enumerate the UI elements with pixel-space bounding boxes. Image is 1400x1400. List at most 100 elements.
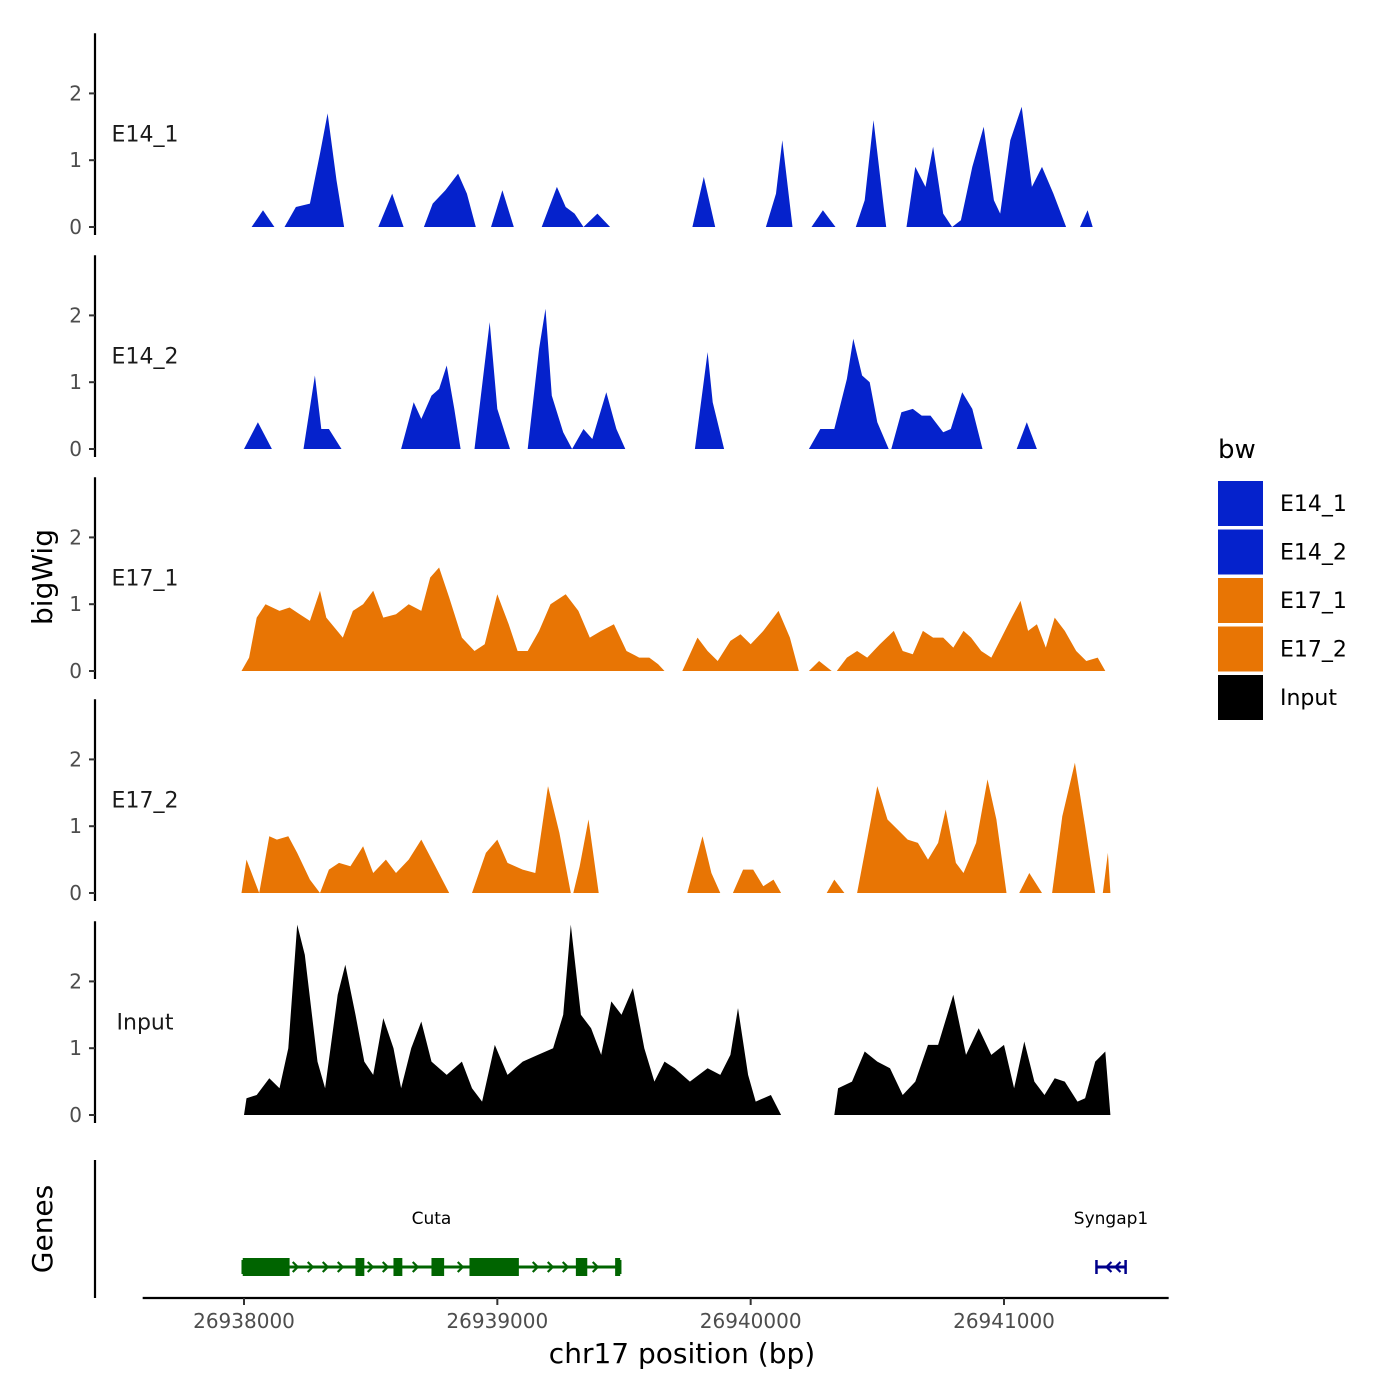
signal-area bbox=[423, 173, 476, 227]
signal-area bbox=[244, 422, 272, 449]
exon-block bbox=[469, 1258, 519, 1276]
legend-label: E17_1 bbox=[1280, 589, 1347, 614]
y-tick-label: 0 bbox=[69, 215, 82, 239]
exon-block bbox=[355, 1258, 365, 1276]
y-tick-label: 2 bbox=[69, 747, 82, 771]
signal-area bbox=[284, 113, 345, 227]
signal-area bbox=[811, 210, 836, 227]
legend-title: bw bbox=[1218, 435, 1256, 465]
signal-area bbox=[687, 836, 721, 893]
signal-area bbox=[244, 924, 782, 1115]
signal-area bbox=[682, 610, 799, 671]
legend-label: E17_2 bbox=[1280, 638, 1347, 663]
strand-arrow bbox=[456, 1261, 465, 1273]
signal-area bbox=[855, 106, 1093, 227]
x-axis-title: chr17 position (bp) bbox=[549, 1337, 815, 1370]
signal-area bbox=[573, 819, 599, 893]
genes-panel: Cuta Syngap1 bbox=[93, 1160, 1148, 1298]
signal-area bbox=[1052, 762, 1096, 893]
signal-area bbox=[1016, 422, 1037, 449]
legend-label: Input bbox=[1280, 686, 1337, 711]
signal-area bbox=[826, 879, 845, 893]
strand-arrow bbox=[306, 1261, 315, 1273]
track-label: E14_1 bbox=[112, 122, 179, 147]
signal-area bbox=[692, 176, 716, 227]
exon-block bbox=[431, 1258, 445, 1276]
legend-item-e17-2: E17_2 bbox=[1218, 626, 1347, 672]
strand-arrow bbox=[336, 1261, 345, 1273]
strand-arrow bbox=[591, 1261, 600, 1273]
strand-arrow bbox=[366, 1261, 375, 1273]
legend-label: E14_2 bbox=[1280, 541, 1347, 566]
y-tick-label: 1 bbox=[69, 592, 82, 616]
x-tick-label: 26940000 bbox=[700, 1309, 802, 1333]
track-e14-2: 0 1 2 E14_2 bbox=[69, 255, 1037, 461]
x-tick-label: 26938000 bbox=[193, 1309, 295, 1333]
y-tick-label: 1 bbox=[69, 814, 82, 838]
track-label: E17_2 bbox=[112, 788, 179, 813]
signal-area bbox=[303, 375, 342, 449]
strand-arrow bbox=[1113, 1261, 1122, 1273]
signal-area bbox=[378, 193, 404, 227]
signal-area bbox=[241, 567, 665, 671]
signal-area bbox=[808, 338, 889, 449]
signal-area bbox=[836, 600, 1106, 671]
legend-item-e14-1: E14_1 bbox=[1218, 481, 1347, 526]
strand-arrow bbox=[561, 1261, 570, 1273]
legend: bw E14_1 E14_2 E17_1 E17_2 Input bbox=[1218, 435, 1347, 720]
y-tick-label: 1 bbox=[69, 148, 82, 172]
exon-block bbox=[242, 1258, 290, 1276]
y-tick-label: 2 bbox=[69, 969, 82, 993]
signal-area bbox=[541, 186, 611, 227]
y-tick-label: 0 bbox=[69, 437, 82, 461]
y-tick-label: 0 bbox=[69, 1103, 82, 1127]
strand-arrow bbox=[546, 1261, 555, 1273]
strand-arrow bbox=[321, 1261, 330, 1273]
gene-syngap1: Syngap1 bbox=[1074, 1209, 1148, 1274]
track-e17-2: 0 1 2 E17_2 bbox=[69, 699, 1111, 905]
y-tick-label: 2 bbox=[69, 303, 82, 327]
track-e17-1: 0 1 2 E17_1 bbox=[69, 477, 1106, 683]
signal-area bbox=[694, 352, 725, 449]
y-axis-title: bigWig bbox=[26, 529, 59, 625]
gene-label: Syngap1 bbox=[1074, 1209, 1148, 1229]
signal-area bbox=[474, 322, 510, 449]
strand-arrow bbox=[1104, 1261, 1113, 1273]
x-tick-label: 26939000 bbox=[446, 1309, 548, 1333]
y-tick-label: 2 bbox=[69, 81, 82, 105]
signal-area bbox=[241, 836, 450, 893]
strand-arrow bbox=[291, 1261, 300, 1273]
signal-area bbox=[732, 869, 782, 893]
signal-area bbox=[891, 392, 983, 449]
y-tick-label: 0 bbox=[69, 659, 82, 683]
signal-area bbox=[1102, 852, 1111, 893]
legend-label: E14_1 bbox=[1280, 492, 1347, 517]
signal-area bbox=[765, 140, 793, 227]
track-e14-1: 0 1 2 E14_1 bbox=[69, 33, 1093, 239]
signal-area bbox=[251, 210, 275, 227]
signal-area bbox=[527, 308, 626, 449]
gene-label: Cuta bbox=[412, 1209, 452, 1229]
legend-swatch bbox=[1218, 578, 1263, 623]
legend-swatch bbox=[1218, 626, 1263, 672]
y-tick-label: 0 bbox=[69, 881, 82, 905]
strand-arrow bbox=[531, 1261, 540, 1273]
signal-area bbox=[808, 661, 832, 671]
exon-block bbox=[393, 1258, 403, 1276]
signal-area bbox=[472, 786, 571, 893]
signal-area bbox=[491, 190, 514, 227]
legend-item-input: Input bbox=[1218, 675, 1337, 720]
track-label: E14_2 bbox=[112, 344, 179, 369]
legend-swatch bbox=[1218, 481, 1263, 526]
y-tick-label: 1 bbox=[69, 1036, 82, 1060]
legend-swatch bbox=[1218, 529, 1263, 575]
x-axis: chr17 position (bp) 26938000 26939000 2694… bbox=[142, 1296, 1169, 1370]
track-label: E17_1 bbox=[112, 566, 179, 591]
genes-axis-title: Genes bbox=[26, 1185, 59, 1273]
legend-item-e14-2: E14_2 bbox=[1218, 529, 1347, 575]
track-input: 0 1 2 Input bbox=[69, 921, 1111, 1127]
signal-area bbox=[401, 365, 461, 449]
exon-block bbox=[615, 1258, 621, 1276]
track-label: Input bbox=[117, 1010, 174, 1035]
